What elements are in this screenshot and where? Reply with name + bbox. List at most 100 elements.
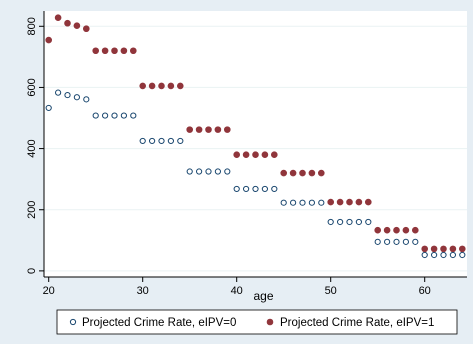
gridlines	[44, 25, 467, 272]
data-point-eipv0	[374, 238, 381, 245]
data-point-eipv1	[177, 82, 184, 90]
data-point-eipv1	[299, 169, 306, 177]
data-point-eipv0	[83, 96, 90, 103]
data-point-eipv1	[111, 47, 118, 55]
data-point-eipv1	[421, 245, 429, 253]
data-point-eipv1	[261, 151, 269, 159]
data-point-eipv1	[45, 36, 53, 44]
data-point-eipv0	[158, 137, 165, 145]
data-point-eipv1	[92, 47, 99, 55]
data-point-eipv0	[384, 238, 391, 245]
data-point-eipv1	[214, 126, 222, 133]
data-point-eipv1	[327, 198, 335, 206]
data-point-eipv1	[186, 126, 193, 133]
data-point-eipv0	[167, 137, 174, 145]
data-point-eipv1	[270, 151, 278, 159]
data-point-eipv0	[459, 251, 466, 259]
data-point-eipv0	[214, 168, 221, 175]
data-point-eipv0	[149, 137, 156, 145]
data-point-eipv1	[402, 226, 410, 234]
legend-label: Projected Crime Rate, eIPV=1	[280, 317, 434, 329]
data-point-eipv1	[411, 226, 419, 234]
data-point-eipv0	[186, 168, 193, 175]
data-point-eipv1	[364, 198, 372, 206]
data-point-eipv1	[54, 14, 62, 22]
y-tick-label: 800	[26, 17, 38, 35]
data-point-eipv0	[318, 199, 325, 206]
data-point-eipv0	[261, 185, 268, 193]
data-point-eipv1	[101, 47, 109, 55]
data-point-eipv0	[55, 89, 62, 96]
data-point-eipv1	[289, 169, 297, 177]
data-point-eipv0	[73, 94, 81, 101]
data-point-eipv0	[346, 218, 353, 226]
data-point-eipv1	[280, 169, 288, 177]
data-point-eipv0	[139, 137, 146, 145]
data-point-eipv0	[177, 137, 184, 145]
data-point-eipv1	[120, 47, 128, 55]
data-point-eipv1	[64, 19, 71, 27]
data-point-eipv0	[402, 238, 409, 245]
data-point-eipv0	[92, 112, 99, 119]
data-point-eipv1	[458, 245, 466, 253]
data-point-eipv0	[412, 238, 419, 245]
data-point-eipv1	[317, 169, 325, 177]
data-point-eipv0	[271, 185, 278, 193]
data-point-eipv0	[205, 168, 212, 175]
data-point-eipv1	[393, 226, 400, 234]
data-point-eipv0	[111, 112, 118, 119]
legend-marker	[266, 318, 274, 326]
data-point-eipv1	[158, 82, 165, 90]
data-point-eipv0	[355, 218, 362, 226]
data-point-eipv0	[224, 168, 231, 175]
data-point-eipv0	[196, 168, 203, 175]
y-tick-label: 400	[26, 139, 38, 157]
data-point-eipv1	[308, 169, 316, 177]
data-point-eipv0	[421, 251, 428, 259]
data-point-eipv1	[440, 245, 447, 253]
x-axis-title: age	[253, 289, 273, 303]
data-point-eipv1	[430, 245, 438, 253]
data-point-eipv0	[290, 199, 297, 206]
legend-box	[56, 309, 458, 335]
legend-marker	[69, 318, 77, 326]
data-point-eipv1	[252, 151, 259, 159]
data-point-eipv1	[167, 82, 175, 90]
y-tick-label: 200	[26, 201, 38, 219]
data-point-eipv0	[120, 112, 128, 119]
data-point-eipv1	[83, 25, 90, 33]
x-tick-label: 20	[43, 285, 55, 297]
data-point-eipv0	[440, 251, 447, 259]
data-point-eipv1	[73, 22, 81, 29]
data-point-eipv0	[365, 218, 372, 226]
data-point-eipv1	[374, 226, 382, 234]
x-tick-label: 40	[231, 285, 243, 297]
y-tick-label: 0	[26, 268, 38, 274]
x-tick-label: 50	[325, 285, 337, 297]
x-tick-label: 30	[137, 285, 149, 297]
data-point-eipv1	[205, 126, 212, 133]
data-point-eipv0	[308, 199, 315, 206]
data-point-eipv0	[431, 251, 438, 259]
data-point-eipv0	[252, 185, 259, 193]
data-point-eipv1	[336, 198, 344, 206]
data-point-eipv0	[102, 112, 109, 119]
y-tick-label: 600	[26, 78, 38, 96]
legend-label: Projected Crime Rate, eIPV=0	[82, 317, 236, 329]
data-point-eipv0	[280, 199, 287, 206]
data-point-eipv0	[233, 185, 240, 193]
legend: Projected Crime Rate, eIPV=0 Projected Cr…	[56, 309, 458, 335]
data-point-eipv1	[449, 245, 457, 253]
x-tick-label: 60	[419, 285, 431, 297]
data-point-eipv0	[327, 218, 334, 226]
data-point-eipv0	[45, 104, 52, 112]
data-point-eipv1	[139, 82, 146, 90]
data-point-eipv1	[346, 198, 353, 206]
data-point-eipv1	[242, 151, 250, 159]
data-point-eipv0	[393, 238, 400, 245]
axes: 0 200 400 600 800 20 30 40 50 60	[26, 11, 467, 297]
data-point-eipv1	[195, 126, 203, 133]
data-point-eipv1	[355, 198, 363, 206]
data-point-eipv1	[148, 82, 156, 90]
